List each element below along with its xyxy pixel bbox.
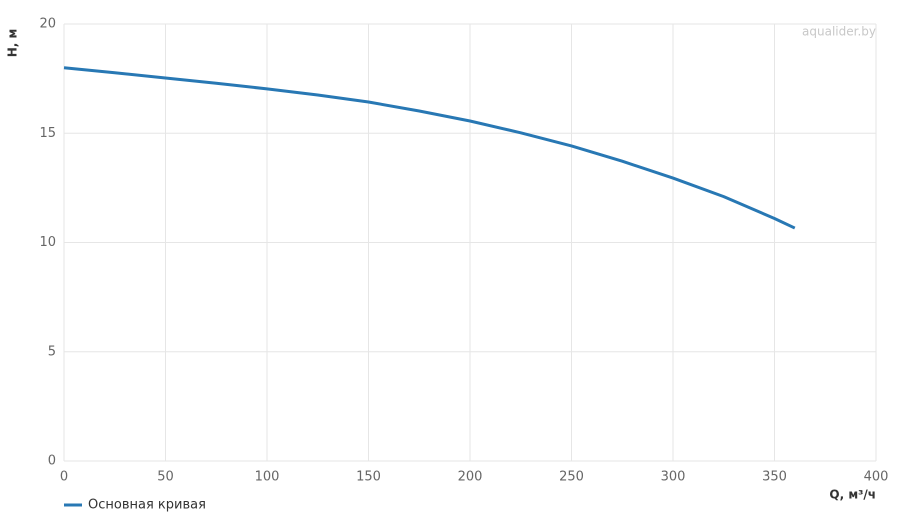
x-tick-label: 50: [157, 470, 174, 485]
y-axis-label: H, м: [6, 29, 20, 58]
y-tick-label: 10: [39, 235, 56, 250]
y-tick-label: 15: [39, 126, 56, 141]
legend-label: Основная кривая: [88, 498, 206, 513]
x-tick-label: 0: [60, 470, 68, 485]
x-tick-label: 400: [864, 470, 889, 485]
data-line: [63, 66, 796, 230]
x-tick-label: 200: [458, 470, 483, 485]
y-tick-label: 0: [48, 454, 56, 469]
x-tick-label: 100: [255, 470, 280, 485]
y-tick-label: 5: [48, 344, 56, 359]
x-tick-label: 350: [762, 470, 787, 485]
x-tick-label: 250: [559, 470, 584, 485]
y-tick-label: 20: [39, 17, 56, 32]
x-tick-label: 300: [661, 470, 686, 485]
x-tick-label: 150: [356, 470, 381, 485]
x-axis-label: Q, м³/ч: [829, 488, 876, 502]
watermark: aqualider.by: [802, 25, 876, 39]
